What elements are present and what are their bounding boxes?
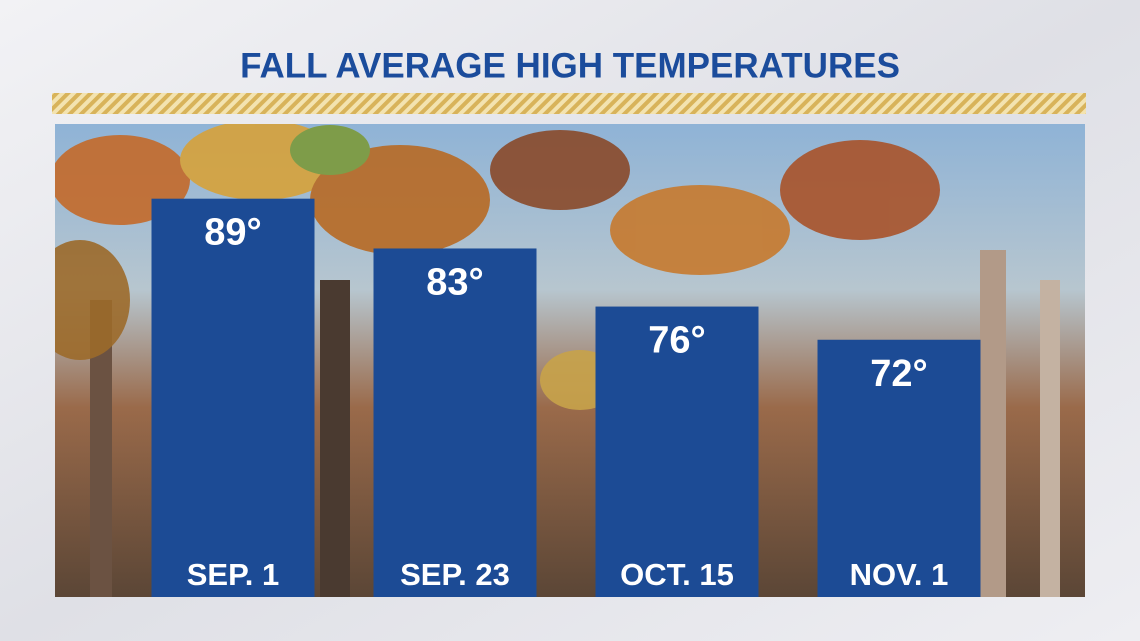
chart-title: FALL AVERAGE HIGH TEMPERATURES bbox=[240, 46, 900, 85]
value-label: 72° bbox=[870, 353, 927, 395]
category-label: NOV. 1 bbox=[850, 557, 949, 592]
value-label: 83° bbox=[426, 262, 483, 304]
bar bbox=[817, 339, 981, 597]
bar bbox=[151, 198, 315, 597]
bar bbox=[595, 306, 759, 597]
category-label: SEP. 23 bbox=[400, 557, 510, 592]
value-label: 89° bbox=[204, 212, 261, 254]
value-label: 76° bbox=[648, 320, 705, 362]
category-label: SEP. 1 bbox=[187, 557, 280, 592]
category-label: OCT. 15 bbox=[620, 557, 734, 592]
bar bbox=[373, 248, 537, 597]
stripe-band bbox=[52, 93, 1086, 114]
